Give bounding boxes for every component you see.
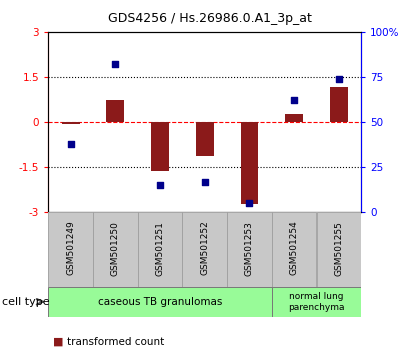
Point bbox=[336, 76, 342, 82]
Bar bbox=[138, 212, 182, 287]
Point bbox=[202, 179, 208, 184]
Bar bbox=[106, 101, 124, 122]
Text: transformed count: transformed count bbox=[67, 337, 165, 347]
Text: cell type: cell type bbox=[2, 297, 50, 307]
Point bbox=[291, 98, 297, 103]
Text: GSM501253: GSM501253 bbox=[245, 221, 254, 275]
Bar bbox=[182, 212, 227, 287]
Text: ■: ■ bbox=[52, 337, 63, 347]
Text: GSM501252: GSM501252 bbox=[200, 221, 209, 275]
Bar bbox=[317, 212, 361, 287]
Text: normal lung
parenchyma: normal lung parenchyma bbox=[288, 292, 345, 312]
Bar bbox=[241, 122, 258, 204]
Bar bbox=[48, 212, 93, 287]
Bar bbox=[272, 212, 317, 287]
Bar bbox=[330, 87, 348, 122]
Text: GSM501254: GSM501254 bbox=[290, 221, 299, 275]
Point bbox=[67, 141, 74, 147]
Point bbox=[157, 183, 163, 188]
Bar bbox=[93, 212, 138, 287]
Bar bbox=[285, 114, 303, 122]
Text: GSM501255: GSM501255 bbox=[334, 221, 344, 275]
Bar bbox=[272, 287, 361, 317]
Point bbox=[112, 62, 119, 67]
Bar bbox=[62, 122, 80, 124]
Bar bbox=[196, 122, 214, 156]
Point bbox=[246, 200, 253, 206]
Bar bbox=[48, 287, 272, 317]
Text: GDS4256 / Hs.26986.0.A1_3p_at: GDS4256 / Hs.26986.0.A1_3p_at bbox=[108, 12, 312, 25]
Text: GSM501251: GSM501251 bbox=[155, 221, 165, 275]
Text: GSM501250: GSM501250 bbox=[111, 221, 120, 275]
Bar bbox=[151, 122, 169, 171]
Text: caseous TB granulomas: caseous TB granulomas bbox=[98, 297, 222, 307]
Bar bbox=[227, 212, 272, 287]
Text: GSM501249: GSM501249 bbox=[66, 221, 75, 275]
